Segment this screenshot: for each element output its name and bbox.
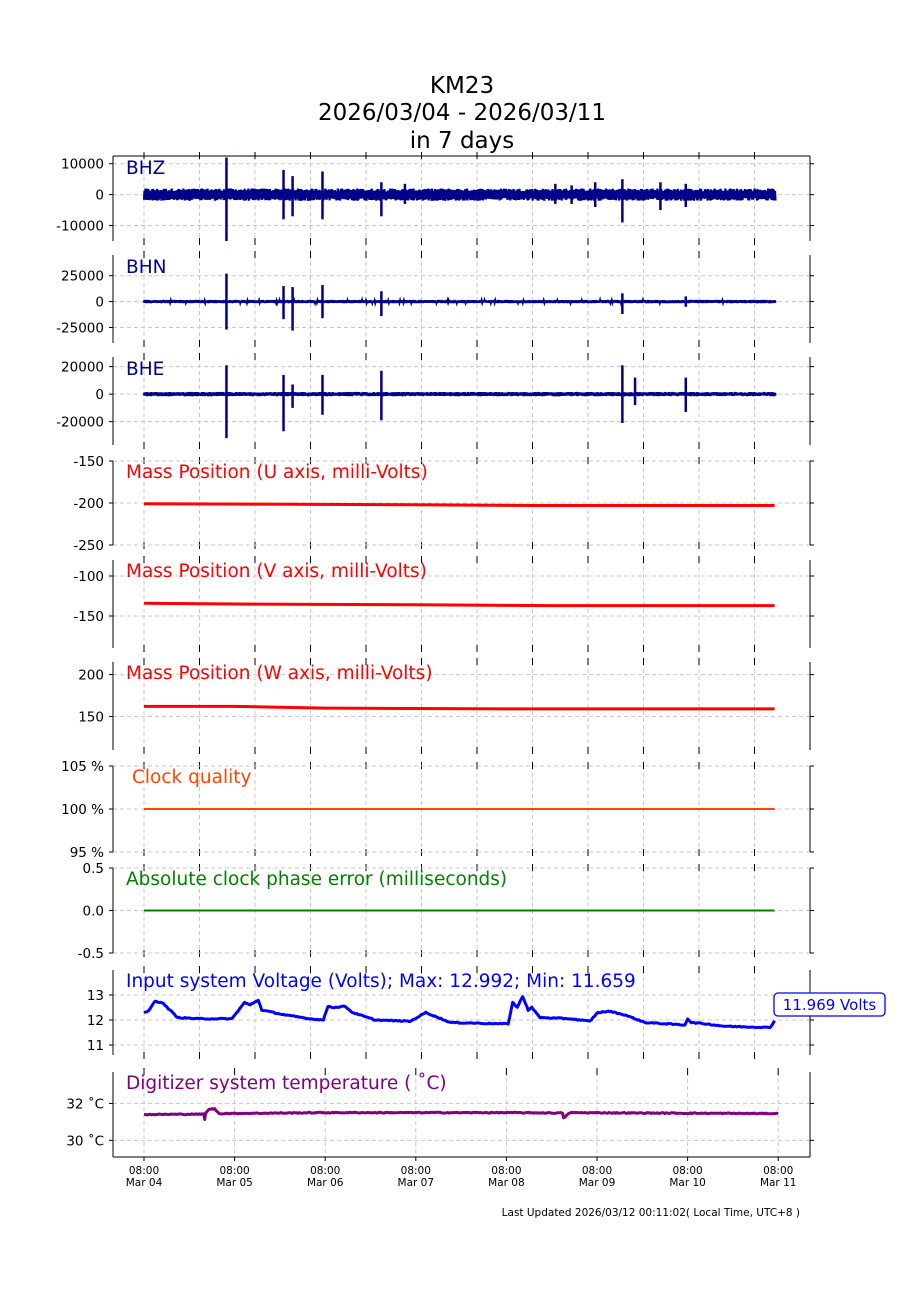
- trace-mass-w: [144, 704, 775, 711]
- last-updated-footer: Last Updated 2026/03/12 00:11:02( Local …: [502, 1207, 800, 1219]
- x-tick-label-date: Mar 11: [760, 1177, 797, 1189]
- panel-mass-w: 200 150 Mass Position (W axis, milli-Volts…: [78, 658, 814, 754]
- trace-mass-v: [143, 601, 775, 608]
- panel-BHZ: 10000 0 -10000 BHZ: [56, 152, 814, 245]
- y-tick-label: 10000: [61, 157, 104, 173]
- panel-clock-phase-error: 0.5 0.0 -0.5 Absolute clock phase error (mi…: [78, 861, 814, 962]
- trace-BHE: [142, 391, 777, 397]
- panel-label-clock-quality: Clock quality: [132, 767, 251, 788]
- panel-label-mass-w: Mass Position (W axis, milli-Volts): [126, 663, 433, 684]
- x-tick-label-time: 08:00: [129, 1165, 159, 1177]
- y-tick-label: -10000: [56, 219, 104, 235]
- y-tick-label: -200: [73, 496, 104, 512]
- y-tick-label: 200: [78, 668, 104, 684]
- panel-label-BHE: BHE: [126, 359, 164, 380]
- panel-label-BHZ: BHZ: [126, 158, 165, 179]
- panel-label-voltage: Input system Voltage (Volts); Max: 12.99…: [126, 971, 636, 992]
- x-tick-label-date: Mar 09: [579, 1177, 616, 1189]
- figure-title-range: in 7 days: [410, 128, 515, 154]
- y-tick-label: 11: [87, 1038, 104, 1054]
- y-tick-label: 25000: [61, 269, 104, 285]
- x-tick-label-time: 08:00: [491, 1165, 521, 1177]
- panel-mass-u: -150 -200 -250 Mass Position (U axis, milli…: [73, 454, 814, 554]
- y-tick-label: 0: [95, 188, 104, 204]
- y-tick-label: 20000: [61, 360, 104, 376]
- figure-title-dates: 2026/03/04 - 2026/03/11: [318, 100, 606, 126]
- y-tick-label: 0: [95, 295, 104, 311]
- trace-BHN: [142, 296, 777, 308]
- x-tick-label-time: 08:00: [582, 1165, 612, 1177]
- x-tick-label-date: Mar 04: [126, 1177, 163, 1189]
- panel-clock-quality: 105 % 100 % 95 % Clock quality: [61, 759, 814, 861]
- y-tick-label: -150: [73, 609, 104, 625]
- panel-mass-v: -100 -150 Mass Position (V axis, milli-Vol…: [73, 556, 814, 652]
- x-tick-label-date: Mar 08: [488, 1177, 525, 1189]
- last-value-box: [773, 992, 886, 1017]
- y-tick-label: -100: [73, 569, 104, 585]
- y-tick-label: 13: [87, 988, 104, 1004]
- panel-label-clock-phase-error: Absolute clock phase error (milliseconds…: [126, 869, 507, 890]
- x-tick-label-date: Mar 07: [398, 1177, 435, 1189]
- x-tick-label-time: 08:00: [672, 1165, 702, 1177]
- x-tick-label-time: 08:00: [219, 1165, 249, 1177]
- trace-voltage: [143, 995, 776, 1030]
- y-tick-label: 0.5: [83, 861, 104, 877]
- x-tick-label-time: 08:00: [401, 1165, 431, 1177]
- y-tick-label: 100 %: [61, 802, 104, 818]
- y-tick-label: -150: [73, 454, 104, 470]
- y-tick-label: 0.0: [83, 904, 104, 920]
- y-tick-label: -250: [73, 538, 104, 554]
- x-tick-label-date: Mar 05: [216, 1177, 253, 1189]
- last-value-annotation: 11.969 Volts: [783, 996, 877, 1014]
- trace-mass-u: [143, 502, 775, 507]
- y-tick-label: 0: [95, 387, 104, 403]
- y-tick-label: 12: [87, 1013, 104, 1029]
- y-tick-label: -0.5: [78, 946, 104, 962]
- panel-BHN: 25000 0 -25000 BHN: [56, 251, 814, 347]
- y-tick-label: 95 %: [70, 845, 104, 861]
- x-tick-label-date: Mar 06: [307, 1177, 344, 1189]
- figure-title-station: KM23: [430, 73, 494, 99]
- y-tick-label: 32 ˚C: [66, 1095, 104, 1112]
- y-tick-label: -20000: [56, 415, 104, 431]
- panel-label-mass-v: Mass Position (V axis, milli-Volts): [126, 561, 427, 582]
- panel-label-BHN: BHN: [126, 257, 166, 278]
- trace-BHZ: [142, 188, 777, 201]
- y-tick-label: -25000: [56, 320, 104, 336]
- y-tick-label: 30 ˚C: [66, 1132, 104, 1149]
- trace-temperature: [143, 1107, 779, 1121]
- x-tick-label-date: Mar 10: [669, 1177, 706, 1189]
- y-tick-label: 105 %: [61, 759, 104, 775]
- y-tick-label: 150: [78, 709, 104, 725]
- x-tick-label-time: 08:00: [763, 1165, 793, 1177]
- panel-voltage: 13 12 11 Input system Voltage (Volts); Max:…: [87, 966, 886, 1059]
- panel-label-temperature: Digitizer system temperature ( ˚C): [126, 1073, 447, 1094]
- panel-BHE: 20000 0 -20000 BHE: [56, 353, 814, 449]
- x-tick-label-time: 08:00: [310, 1165, 340, 1177]
- panel-label-mass-u: Mass Position (U axis, milli-Volts): [126, 462, 428, 483]
